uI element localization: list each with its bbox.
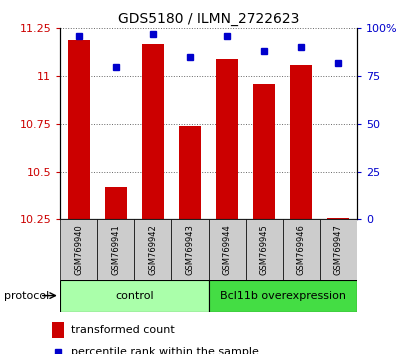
Text: protocol: protocol xyxy=(4,291,49,301)
Text: GSM769942: GSM769942 xyxy=(149,224,157,275)
Bar xyxy=(68,40,90,219)
Bar xyxy=(216,59,238,219)
Text: percentile rank within the sample: percentile rank within the sample xyxy=(71,347,259,354)
Bar xyxy=(283,219,320,280)
Bar xyxy=(246,219,283,280)
Bar xyxy=(142,44,164,219)
Text: GSM769941: GSM769941 xyxy=(111,224,120,275)
Bar xyxy=(290,65,312,219)
Bar xyxy=(97,219,134,280)
Text: GSM769947: GSM769947 xyxy=(334,224,343,275)
Text: transformed count: transformed count xyxy=(71,325,174,335)
Bar xyxy=(60,280,209,312)
Text: GSM769946: GSM769946 xyxy=(297,224,306,275)
Text: GSM769940: GSM769940 xyxy=(74,224,83,275)
Bar xyxy=(105,187,127,219)
Title: GDS5180 / ILMN_2722623: GDS5180 / ILMN_2722623 xyxy=(118,12,299,26)
Text: control: control xyxy=(115,291,154,301)
Bar xyxy=(134,219,171,280)
Bar xyxy=(171,219,209,280)
Bar xyxy=(52,321,64,338)
Bar xyxy=(179,126,201,219)
Text: Bcl11b overexpression: Bcl11b overexpression xyxy=(220,291,346,301)
Bar xyxy=(60,219,97,280)
Bar xyxy=(209,280,357,312)
Text: GSM769944: GSM769944 xyxy=(222,224,232,275)
Text: GSM769943: GSM769943 xyxy=(186,224,195,275)
Bar xyxy=(253,84,275,219)
Text: GSM769945: GSM769945 xyxy=(260,224,269,275)
Bar xyxy=(327,218,349,219)
Bar xyxy=(209,219,246,280)
Bar xyxy=(320,219,357,280)
